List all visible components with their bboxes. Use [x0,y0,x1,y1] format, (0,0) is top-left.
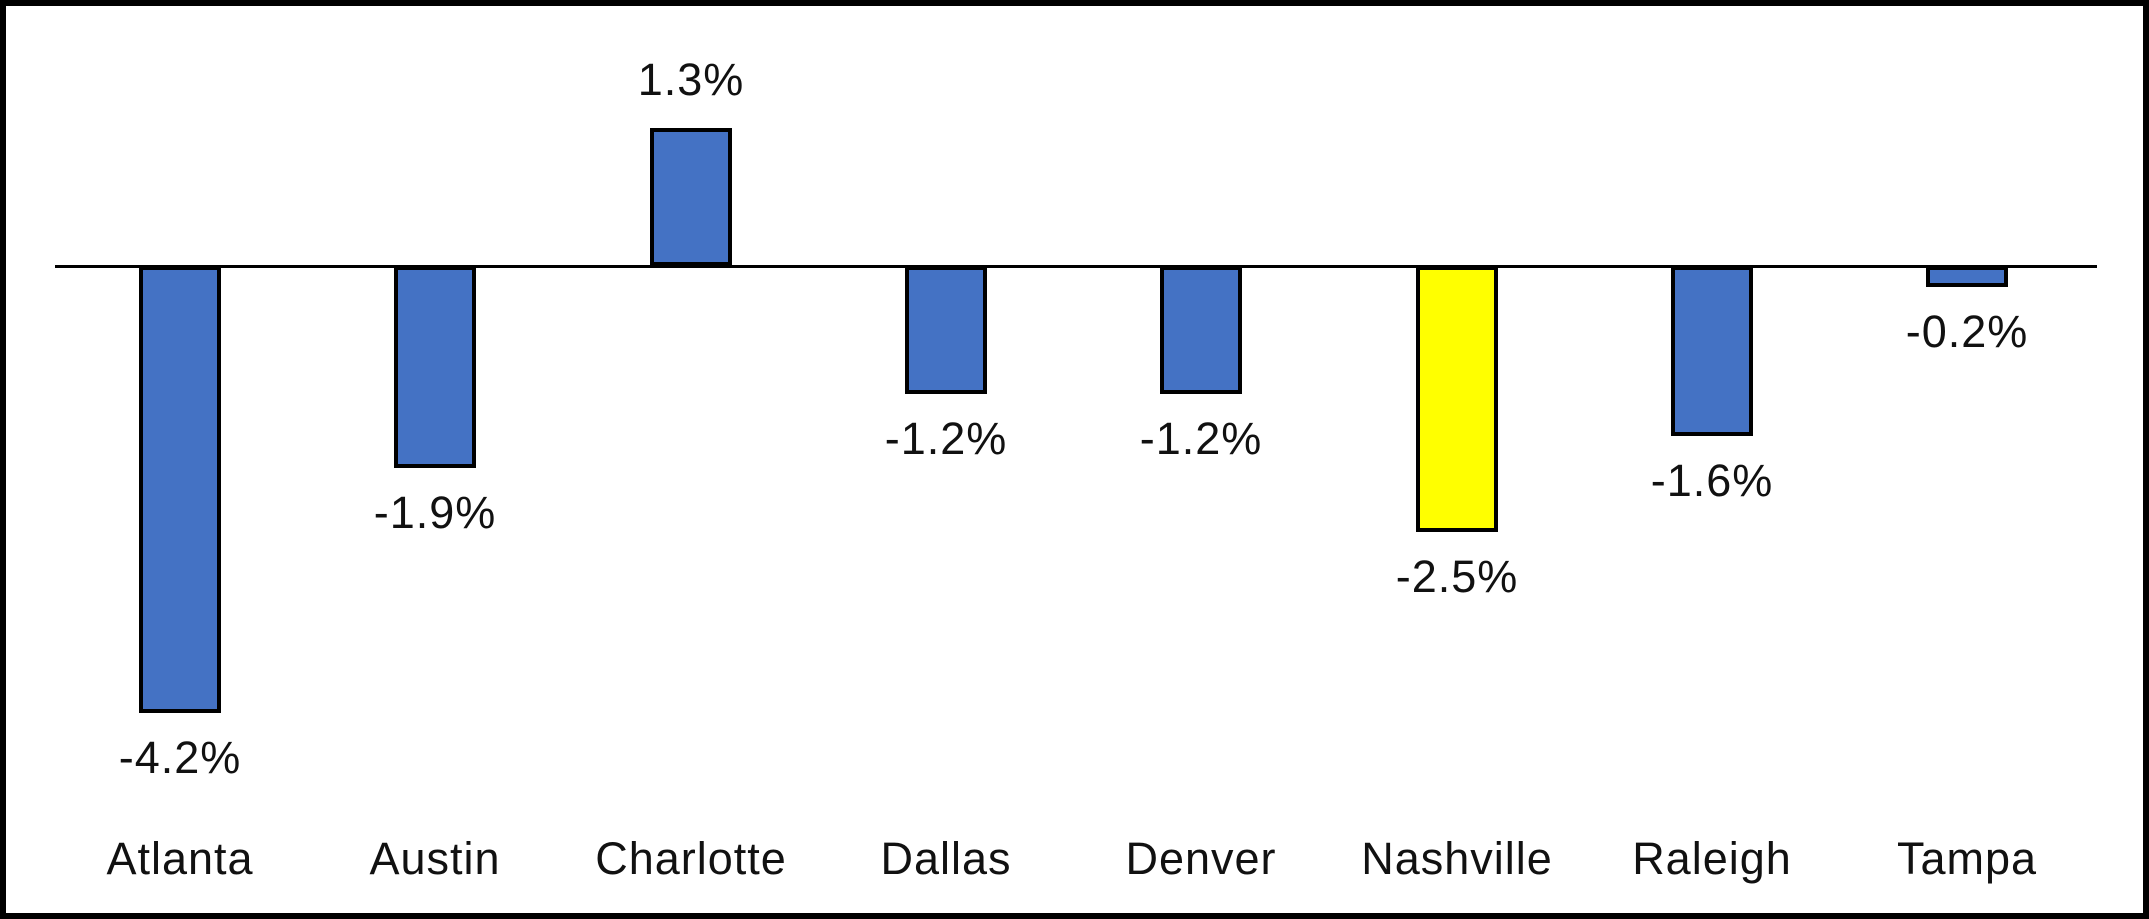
bar-value-label-raleigh: -1.6% [1650,455,1774,506]
bar-value-label-nashville: -2.5% [1395,551,1519,602]
category-label-tampa: Tampa [1896,833,2038,884]
category-label-charlotte: Charlotte [595,833,787,884]
bar-atlanta [139,266,221,713]
bar-value-label-dallas: -1.2% [884,413,1008,464]
bar-austin [394,266,476,468]
bar-raleigh [1671,266,1753,436]
bar-nashville [1416,266,1498,532]
category-label-dallas: Dallas [880,833,1012,884]
category-label-denver: Denver [1125,833,1277,884]
bar-tampa [1926,266,2008,287]
category-label-austin: Austin [369,833,501,884]
category-label-raleigh: Raleigh [1632,833,1792,884]
bar-value-label-charlotte: 1.3% [637,54,745,105]
category-label-nashville: Nashville [1361,833,1553,884]
category-label-atlanta: Atlanta [106,833,254,884]
bar-denver [1160,266,1242,394]
bar-dallas [905,266,987,394]
zero-axis-line [55,265,2097,268]
bar-value-label-tampa: -0.2% [1905,306,2029,357]
bar-value-label-denver: -1.2% [1139,413,1263,464]
bar-value-label-atlanta: -4.2% [118,732,242,783]
bar-charlotte [650,128,732,266]
bar-value-label-austin: -1.9% [373,487,497,538]
